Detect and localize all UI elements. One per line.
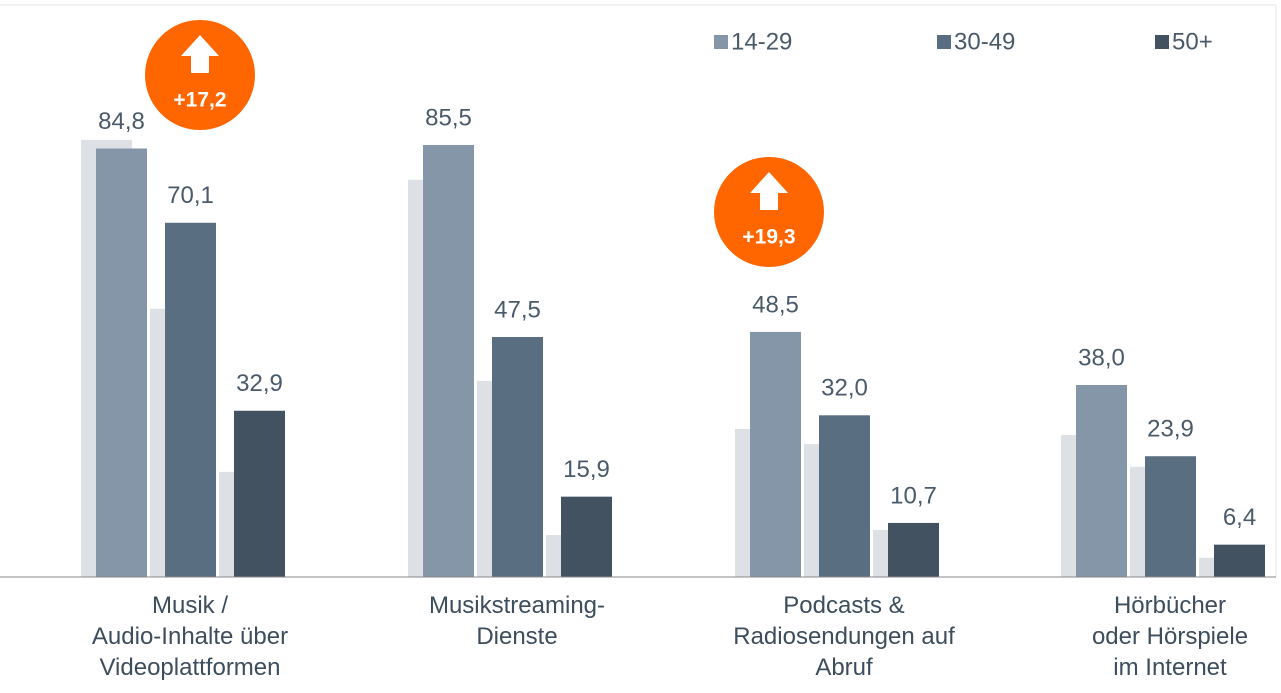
- legend-swatch: [937, 35, 951, 49]
- value-label: 10,7: [890, 482, 937, 509]
- bar: [234, 410, 285, 577]
- bar: [888, 522, 939, 577]
- legend-swatch: [1155, 35, 1169, 49]
- category-line: Podcasts &: [783, 592, 904, 619]
- category-label: Musikstreaming- Dienste: [429, 592, 605, 650]
- bar: [561, 496, 612, 577]
- value-label: 15,9: [563, 456, 610, 483]
- value-label: 23,9: [1147, 416, 1194, 443]
- category-line: Dienste: [476, 623, 557, 650]
- badge: [714, 157, 824, 267]
- value-label: 32,0: [821, 375, 868, 402]
- value-label: 38,0: [1078, 344, 1125, 371]
- bar: [750, 331, 801, 577]
- category-line: Hörbücher: [1114, 592, 1226, 619]
- category-line: oder Hörspiele: [1092, 623, 1248, 650]
- value-label: 85,5: [425, 104, 472, 131]
- category-label: Podcasts & Radiosendungen auf Abruf: [733, 592, 955, 681]
- value-label: 84,8: [98, 108, 145, 135]
- badge-text: +19,3: [742, 226, 795, 249]
- category-line: Musikstreaming-: [429, 592, 605, 619]
- legend-label: 50+: [1172, 28, 1213, 55]
- legend-label: 30-49: [954, 28, 1015, 55]
- bar: [165, 222, 216, 577]
- category-line: Abruf: [815, 654, 873, 681]
- category-line: Videoplattformen: [99, 654, 280, 681]
- category-line: im Internet: [1113, 654, 1227, 681]
- bar: [1076, 384, 1127, 577]
- category-line: Audio-Inhalte über: [92, 623, 288, 650]
- category-label: Musik / Audio-Inhalte über Videoplattforme…: [92, 592, 288, 681]
- category-line: Musik /: [152, 592, 228, 619]
- value-label: 6,4: [1223, 504, 1256, 531]
- value-label: 32,9: [236, 370, 283, 397]
- value-label: 70,1: [167, 182, 214, 209]
- bar: [492, 336, 543, 577]
- bar: [423, 144, 474, 577]
- value-label: 47,5: [494, 296, 541, 323]
- legend-label: 14-29: [731, 28, 792, 55]
- bar: [1214, 544, 1265, 577]
- bar: [819, 415, 870, 577]
- legend-swatch: [714, 35, 728, 49]
- value-label: 48,5: [752, 291, 799, 318]
- badge-arrow: [181, 35, 219, 73]
- badge: [145, 20, 255, 130]
- bar: [1145, 456, 1196, 577]
- category-line: Radiosendungen auf: [733, 623, 955, 650]
- bar: [96, 148, 147, 577]
- badge-text: +17,2: [173, 89, 226, 112]
- category-label: Hörbücher oder Hörspiele im Internet: [1092, 592, 1248, 681]
- badge-arrow: [750, 172, 788, 210]
